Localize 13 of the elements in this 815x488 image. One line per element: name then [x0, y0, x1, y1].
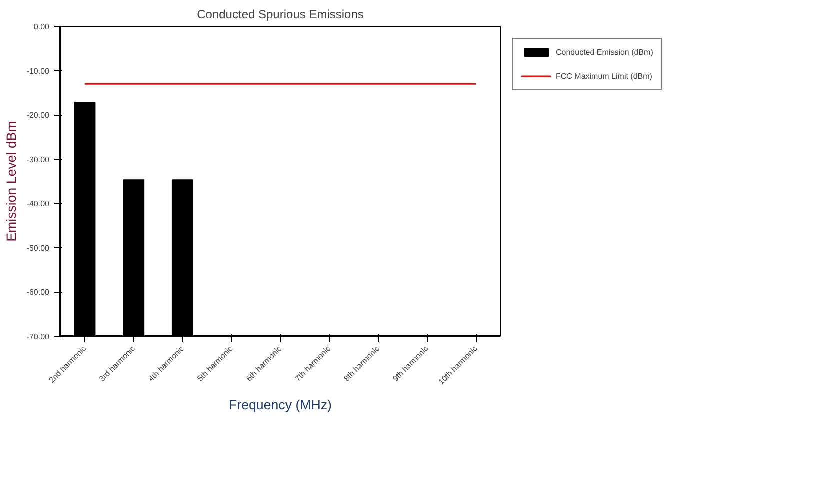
y-tick-label: 0.00: [34, 22, 50, 32]
y-tick-label: -40.00: [26, 200, 50, 209]
y-tick-label: -30.00: [26, 155, 50, 164]
y-tick-label: -10.00: [26, 66, 50, 76]
y-tick-label: -20.00: [26, 111, 50, 120]
legend-label: Conducted Emission (dBm): [556, 48, 654, 56]
y-tick-label: -50.00: [26, 244, 50, 253]
legend-label: FCC Maximum Limit (dBm): [556, 72, 652, 80]
chart-title: Conducted Spurious Emissions: [197, 8, 364, 22]
x-axis-title: Frequency (MHz): [229, 398, 332, 413]
y-tick-label: -60.00: [26, 288, 50, 298]
y-axis-title: Emission Level dBm: [4, 121, 19, 242]
y-tick-label: -70.00: [26, 332, 50, 342]
